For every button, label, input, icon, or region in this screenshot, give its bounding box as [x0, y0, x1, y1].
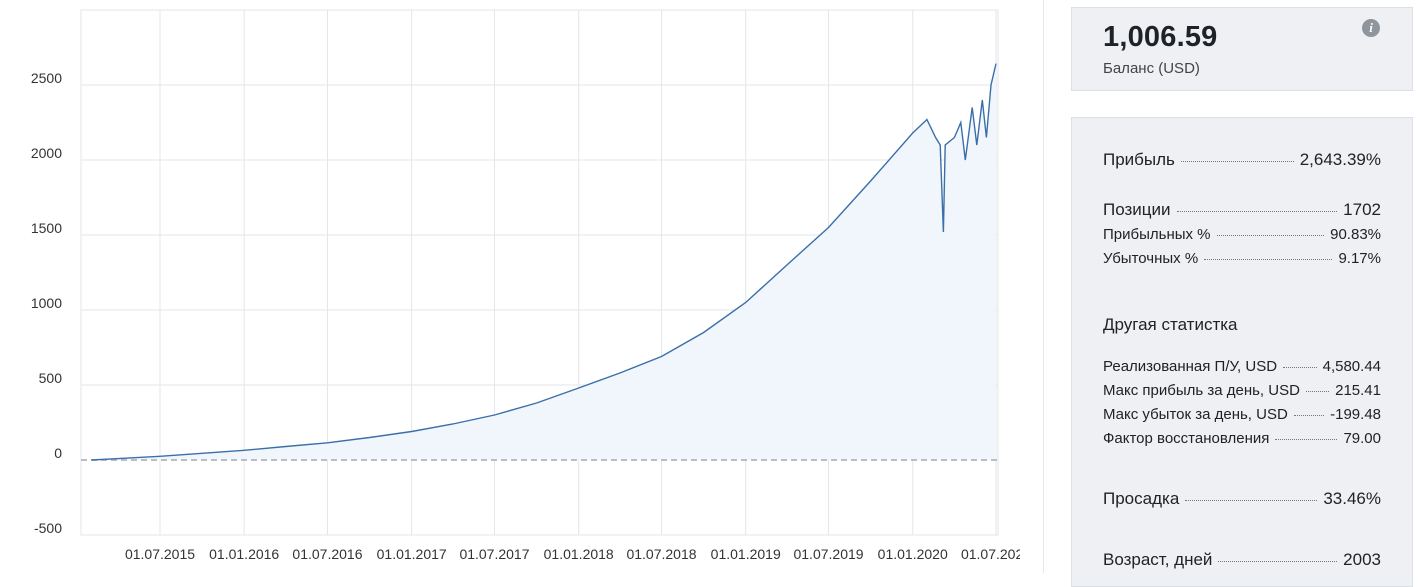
other-stats-title: Другая статистка: [1103, 315, 1238, 335]
x-tick-label: 01.07.2015: [125, 546, 195, 562]
dotted-leader: [1181, 161, 1294, 162]
stat-age: Возраст, дней 2003: [1103, 550, 1381, 570]
dotted-leader: [1275, 439, 1337, 440]
x-tick-label: 01.01.2018: [544, 546, 614, 562]
y-tick-label: -500: [34, 520, 62, 536]
stat-max-profit-day: Макс прибыль за день, USD 215.41: [1103, 382, 1381, 399]
dotted-leader: [1185, 500, 1317, 501]
stat-profit-label: Прибыль: [1103, 150, 1175, 170]
stat-realized: Реализованная П/У, USD 4,580.44: [1103, 358, 1381, 375]
stat-max-profit-day-value: 215.41: [1335, 382, 1381, 399]
stat-realized-value: 4,580.44: [1323, 358, 1381, 375]
y-tick-label: 500: [39, 370, 63, 386]
info-icon[interactable]: i: [1362, 19, 1380, 37]
stat-positions: Позиции 1702: [1103, 200, 1381, 220]
balance-label: Баланс (USD): [1103, 60, 1200, 77]
x-tick-label: 01.07.2020: [961, 546, 1020, 562]
dotted-leader: [1294, 415, 1324, 416]
y-tick-label: 2000: [31, 145, 62, 161]
stat-recovery-label: Фактор восстановления: [1103, 430, 1269, 447]
stat-age-value: 2003: [1343, 550, 1381, 570]
x-tick-label: 01.07.2016: [292, 546, 362, 562]
stat-profitable-label: Прибыльных %: [1103, 226, 1211, 243]
y-tick-label: 1000: [31, 295, 62, 311]
stat-age-label: Возраст, дней: [1103, 550, 1212, 570]
balance-card: 1,006.59 Баланс (USD) i: [1071, 7, 1413, 91]
y-tick-label: 1500: [31, 220, 62, 236]
x-tick-label: 01.01.2017: [377, 546, 447, 562]
balance-value: 1,006.59: [1103, 21, 1218, 54]
stat-losing-value: 9.17%: [1338, 250, 1381, 267]
y-tick-label: 0: [54, 445, 62, 461]
stat-drawdown: Просадка 33.46%: [1103, 489, 1381, 509]
equity-chart: -500 0 500 1000 1500 2000 2500 01.07.2015 01.01.…: [0, 0, 1020, 573]
stat-max-loss-day: Макс убыток за день, USD -199.48: [1103, 406, 1381, 423]
stat-profitable-value: 90.83%: [1330, 226, 1381, 243]
x-tick-label: 01.07.2019: [793, 546, 863, 562]
x-tick-label: 01.01.2019: [711, 546, 781, 562]
dotted-leader: [1204, 259, 1332, 260]
stat-positions-label: Позиции: [1103, 200, 1171, 220]
x-tick-label: 01.07.2018: [626, 546, 696, 562]
x-tick-label: 01.01.2016: [209, 546, 279, 562]
stat-profit-value: 2,643.39%: [1300, 150, 1381, 170]
stat-losing: Убыточных % 9.17%: [1103, 250, 1381, 267]
stat-max-loss-day-label: Макс убыток за день, USD: [1103, 406, 1288, 423]
stat-losing-label: Убыточных %: [1103, 250, 1198, 267]
y-tick-label: 2500: [31, 70, 62, 86]
stat-recovery: Фактор восстановления 79.00: [1103, 430, 1381, 447]
stat-realized-label: Реализованная П/У, USD: [1103, 358, 1277, 375]
stat-drawdown-value: 33.46%: [1323, 489, 1381, 509]
stat-positions-value: 1702: [1343, 200, 1381, 220]
stat-recovery-value: 79.00: [1343, 430, 1381, 447]
stat-max-profit-day-label: Макс прибыль за день, USD: [1103, 382, 1300, 399]
stat-drawdown-label: Просадка: [1103, 489, 1179, 509]
stat-profit: Прибыль 2,643.39%: [1103, 150, 1381, 170]
x-tick-label: 01.01.2020: [878, 546, 948, 562]
dotted-leader: [1306, 391, 1329, 392]
stat-max-loss-day-value: -199.48: [1330, 406, 1381, 423]
dotted-leader: [1217, 235, 1325, 236]
dotted-leader: [1177, 211, 1338, 212]
dotted-leader: [1283, 367, 1317, 368]
stats-card: Прибыль 2,643.39% Позиции 1702 Прибыльны…: [1071, 117, 1413, 587]
dotted-leader: [1218, 561, 1337, 562]
panel-divider: [1043, 0, 1044, 573]
stat-profitable: Прибыльных % 90.83%: [1103, 226, 1381, 243]
x-tick-label: 01.07.2017: [459, 546, 529, 562]
chart-svg: -500 0 500 1000 1500 2000 2500 01.07.2015 01.01.…: [0, 0, 1020, 573]
